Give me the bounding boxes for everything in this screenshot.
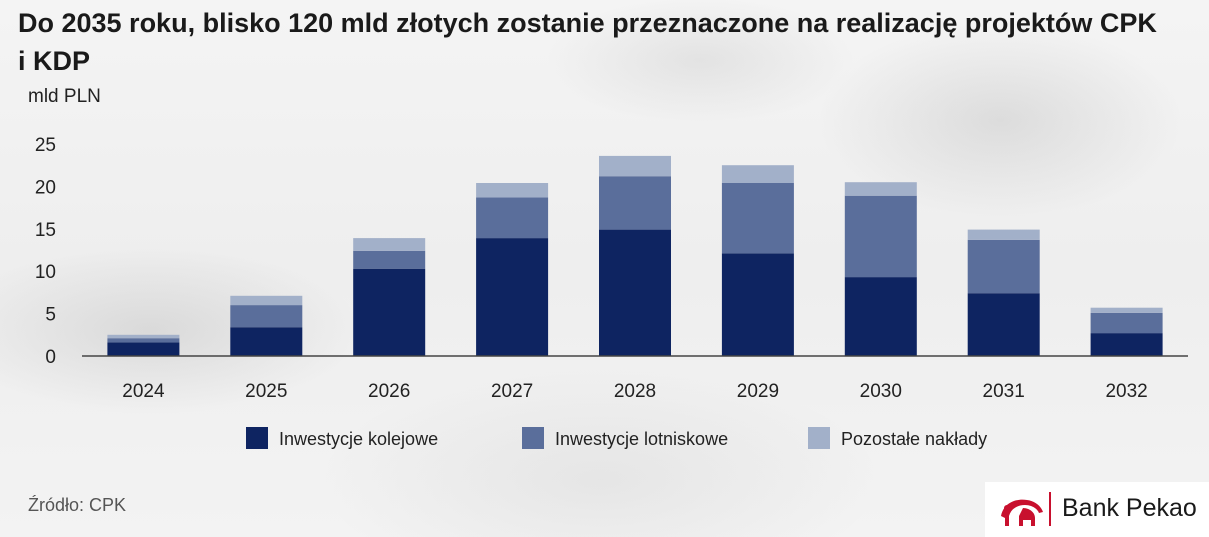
- bar-segment: [599, 229, 671, 356]
- bar-segment: [967, 229, 1040, 240]
- bar-segment: [230, 327, 303, 356]
- bar-segment: [599, 176, 671, 230]
- x-tick-label: 2028: [614, 381, 656, 402]
- bar-segment: [476, 238, 549, 356]
- bar-segment: [230, 305, 303, 328]
- bar-segment: [599, 155, 671, 177]
- x-tick-label: 2029: [737, 381, 779, 402]
- bar-segment: [967, 293, 1040, 356]
- x-tick-label: 2031: [983, 381, 1025, 402]
- x-tick-label: 2027: [491, 381, 533, 402]
- bar-segment: [844, 182, 917, 196]
- bar-segment: [230, 295, 303, 306]
- bar-segment: [353, 250, 426, 269]
- y-tick-label: 0: [45, 347, 56, 368]
- brand-logo: [985, 482, 1209, 537]
- bar-segment: [721, 253, 794, 356]
- y-axis-unit-label: mld PLN: [28, 86, 101, 107]
- legend-swatch: [522, 427, 544, 449]
- y-tick-label: 25: [35, 135, 56, 156]
- legend-swatch: [808, 427, 830, 449]
- bar-segment: [1090, 333, 1163, 356]
- source-note: Źródło: CPK: [28, 495, 127, 515]
- y-tick-label: 10: [35, 262, 56, 283]
- bar-segment: [967, 239, 1040, 294]
- bar-segment: [844, 195, 917, 278]
- chart-title: Do 2035 roku, blisko 120 mld złotych zos…: [18, 8, 1157, 76]
- legend-swatch: [246, 427, 268, 449]
- bar-segment: [1090, 307, 1163, 313]
- logo-separator: [1049, 492, 1051, 526]
- bar-segment: [844, 277, 917, 356]
- x-tick-label: 2026: [368, 381, 410, 402]
- x-tick-label: 2025: [245, 381, 287, 402]
- x-tick-label: 2024: [122, 381, 165, 402]
- brand-name: Bank Pekao: [1062, 494, 1197, 522]
- bison-icon: [1001, 499, 1043, 526]
- bar-segment: [721, 165, 794, 183]
- legend-label: Inwestycje lotniskowe: [555, 429, 728, 449]
- bar-segment: [353, 238, 426, 251]
- y-tick-label: 5: [45, 305, 56, 326]
- bar-segment: [353, 268, 426, 356]
- bar-segment: [1090, 312, 1163, 334]
- x-tick-label: 2032: [1105, 381, 1147, 402]
- legend-label: Pozostałe nakłady: [841, 429, 987, 449]
- bar-segment: [107, 334, 180, 339]
- bar-segment: [107, 342, 180, 356]
- bar-segment: [476, 183, 549, 198]
- bar-segment: [107, 338, 180, 343]
- bar-segment: [476, 197, 549, 239]
- y-tick-label: 20: [35, 177, 56, 198]
- bar-segment: [721, 183, 794, 254]
- x-tick-label: 2030: [860, 381, 902, 402]
- legend-label: Inwestycje kolejowe: [279, 429, 438, 449]
- y-tick-label: 15: [35, 220, 56, 241]
